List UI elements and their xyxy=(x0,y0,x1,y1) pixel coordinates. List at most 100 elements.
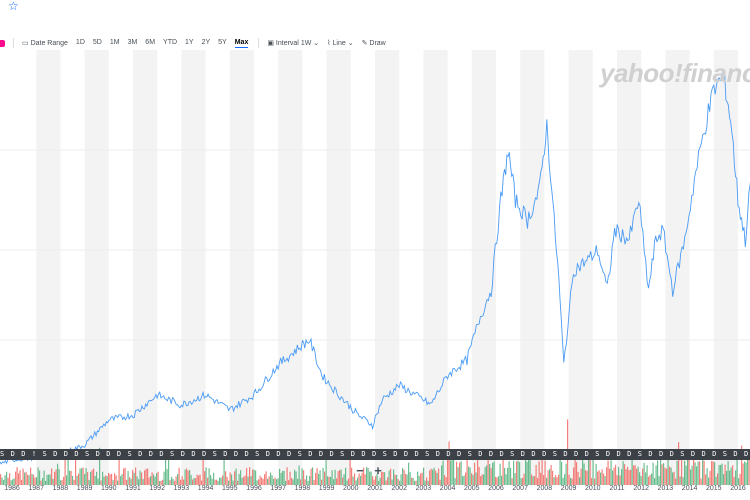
yahoo-finance-watermark: yahoo!finance xyxy=(600,58,750,88)
volume-bar xyxy=(30,467,32,485)
volume-bar xyxy=(561,461,563,485)
volume-bar xyxy=(409,472,411,485)
volume-bar xyxy=(297,478,299,485)
volume-bar xyxy=(18,473,20,485)
events-strip[interactable]: S D D ! S D D D S D D D S D D D S D D D … xyxy=(0,449,750,460)
chart-type-dropdown[interactable]: ⌇ Line ⌄ xyxy=(327,40,354,47)
draw-button[interactable]: ✎ Draw xyxy=(361,40,386,47)
volume-bar xyxy=(313,480,315,485)
volume-bar xyxy=(711,461,713,485)
volume-bar xyxy=(16,467,18,485)
volume-bar xyxy=(394,474,396,485)
range-1y[interactable]: 1Y xyxy=(185,38,194,46)
price-chart[interactable] xyxy=(0,50,750,485)
volume-bar xyxy=(391,479,393,485)
volume-bar xyxy=(189,470,191,485)
indicator-icon[interactable] xyxy=(0,39,5,47)
volume-bar xyxy=(484,467,486,485)
volume-bar xyxy=(148,477,150,485)
volume-bar xyxy=(10,480,12,485)
volume-bar xyxy=(730,467,732,485)
interval-dropdown[interactable]: ▣ Interval 1W ⌄ xyxy=(267,40,320,47)
range-max[interactable]: Max xyxy=(234,38,249,48)
volume-bar xyxy=(303,470,305,485)
year-stripe xyxy=(471,50,496,485)
volume-bar xyxy=(706,468,708,485)
volume-bar xyxy=(243,476,245,485)
volume-bar xyxy=(448,441,450,485)
volume-bar xyxy=(432,469,434,485)
volume-bar xyxy=(129,477,131,485)
volume-bar xyxy=(618,466,620,485)
volume-bar xyxy=(690,469,692,485)
volume-bar xyxy=(504,467,506,485)
volume-bar xyxy=(471,473,473,485)
volume-bar xyxy=(450,460,452,485)
range-6m[interactable]: 6M xyxy=(145,38,156,46)
volume-bar xyxy=(124,467,126,485)
volume-bar xyxy=(154,476,156,485)
x-tick-label: 1996 xyxy=(246,485,262,492)
zoom-out-button[interactable]: − xyxy=(356,463,364,478)
volume-bar xyxy=(553,477,555,485)
range-ytd[interactable]: YTD xyxy=(163,38,178,46)
volume-bar xyxy=(82,467,84,485)
volume-bar xyxy=(334,469,336,485)
volume-bar xyxy=(79,468,81,485)
volume-bar xyxy=(600,472,602,485)
volume-bar xyxy=(610,460,612,485)
range-5y[interactable]: 5Y xyxy=(218,38,227,46)
chart-toolbar: ▭ Date Range 1D 5D 1M 3M 6M YTD 1Y 2Y 5Y Max ▣ In… xyxy=(0,36,394,50)
volume-bar xyxy=(474,462,476,485)
volume-bar xyxy=(435,470,437,485)
year-stripe xyxy=(520,50,545,485)
volume-bar xyxy=(585,470,587,485)
volume-bar xyxy=(295,471,297,485)
volume-bar xyxy=(669,466,671,485)
volume-bar xyxy=(415,480,417,485)
volume-bar xyxy=(81,468,83,485)
volume-bar xyxy=(330,476,332,485)
volume-bar xyxy=(508,461,510,485)
volume-bar xyxy=(606,467,608,485)
volume-bar xyxy=(576,462,578,485)
volume-bar xyxy=(700,478,702,485)
x-tick-label: 1990 xyxy=(101,485,117,492)
volume-bar xyxy=(229,472,231,485)
volume-bar xyxy=(130,478,132,485)
volume-bar xyxy=(249,467,251,485)
volume-bar xyxy=(9,473,11,485)
star-icon[interactable]: ☆ xyxy=(8,0,19,13)
volume-bar xyxy=(472,474,474,485)
volume-bar xyxy=(291,478,293,485)
volume-bar xyxy=(615,464,617,485)
volume-bar xyxy=(163,471,165,485)
volume-bar xyxy=(510,467,512,485)
zoom-in-button[interactable]: + xyxy=(374,463,382,478)
volume-bar xyxy=(621,469,623,485)
volume-bar xyxy=(538,461,540,485)
volume-bar xyxy=(348,478,350,485)
volume-bar xyxy=(354,473,356,485)
volume-bar xyxy=(708,477,710,485)
volume-bar xyxy=(655,465,657,485)
range-1d[interactable]: 1D xyxy=(75,38,85,46)
volume-bar xyxy=(736,459,738,485)
volume-bar xyxy=(67,452,69,485)
range-5d[interactable]: 5D xyxy=(92,38,102,46)
range-2y[interactable]: 2Y xyxy=(201,38,211,46)
volume-bar xyxy=(460,461,462,485)
volume-bar xyxy=(724,464,726,485)
volume-bar xyxy=(37,467,39,485)
volume-bar xyxy=(195,478,197,485)
volume-bar xyxy=(132,469,134,485)
volume-bar xyxy=(513,460,515,485)
range-3m[interactable]: 3M xyxy=(127,38,138,46)
volume-bar xyxy=(190,474,192,485)
date-range-button[interactable]: ▭ Date Range xyxy=(22,40,68,47)
volume-bar xyxy=(231,474,233,485)
volume-bar xyxy=(468,466,470,485)
range-1m[interactable]: 1M xyxy=(109,38,120,46)
volume-bar xyxy=(118,452,120,485)
volume-bar xyxy=(741,445,743,485)
